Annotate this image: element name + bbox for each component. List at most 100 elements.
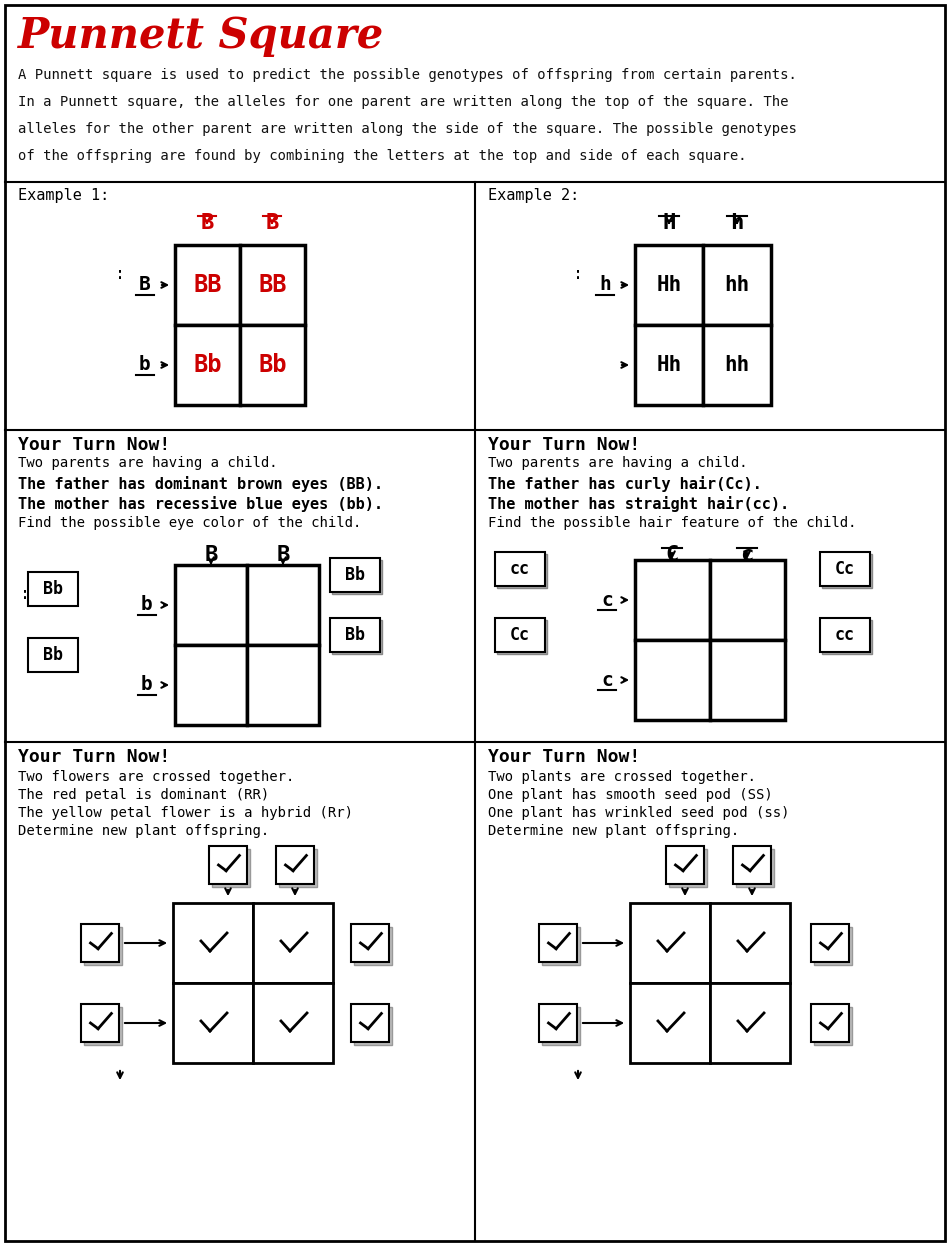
Text: Two parents are having a child.: Two parents are having a child. <box>18 456 277 470</box>
Bar <box>635 325 703 405</box>
Text: Bb: Bb <box>345 566 365 584</box>
Bar <box>822 621 872 654</box>
Text: Hh: Hh <box>656 275 682 295</box>
Bar <box>247 645 319 725</box>
Bar <box>703 245 771 325</box>
Bar <box>173 903 253 983</box>
Text: Your Turn Now!: Your Turn Now! <box>488 748 640 766</box>
Bar <box>820 618 870 652</box>
Text: Determine new plant offspring.: Determine new plant offspring. <box>488 824 739 839</box>
Bar <box>28 638 78 672</box>
Bar <box>703 325 771 405</box>
Bar <box>814 927 852 964</box>
Text: The mother has recessive blue eyes (bb).: The mother has recessive blue eyes (bb). <box>18 496 383 512</box>
Text: The yellow petal flower is a hybrid (Rr): The yellow petal flower is a hybrid (Rr) <box>18 806 353 820</box>
Bar <box>539 1004 577 1042</box>
Text: Your Turn Now!: Your Turn Now! <box>488 436 640 454</box>
Text: One plant has wrinkled seed pod (ss): One plant has wrinkled seed pod (ss) <box>488 806 789 820</box>
Bar <box>710 640 785 720</box>
Bar <box>495 552 545 586</box>
Text: Bb: Bb <box>43 645 63 664</box>
Bar <box>175 564 247 645</box>
Bar <box>84 1007 122 1045</box>
Text: H: H <box>662 213 675 233</box>
Text: :: : <box>20 586 30 603</box>
Text: c: c <box>601 591 613 609</box>
Text: b: b <box>142 596 153 614</box>
Bar <box>212 849 250 887</box>
Text: b: b <box>142 675 153 694</box>
Text: Bb: Bb <box>43 579 63 598</box>
Text: Two flowers are crossed together.: Two flowers are crossed together. <box>18 770 294 784</box>
Bar <box>497 554 547 588</box>
Bar <box>175 245 240 325</box>
Text: Bb: Bb <box>193 353 221 378</box>
Bar <box>733 846 771 883</box>
Text: BB: BB <box>258 273 287 297</box>
Text: b: b <box>139 355 151 375</box>
Bar <box>240 325 305 405</box>
Text: Your Turn Now!: Your Turn Now! <box>18 436 170 454</box>
Bar <box>635 245 703 325</box>
Text: cc: cc <box>835 625 855 644</box>
Bar <box>736 849 774 887</box>
Bar <box>542 1007 580 1045</box>
Text: The father has dominant brown eyes (BB).: The father has dominant brown eyes (BB). <box>18 476 383 492</box>
Text: A Punnett square is used to predict the possible genotypes of offspring from cer: A Punnett square is used to predict the … <box>18 69 797 82</box>
Text: C: C <box>665 545 678 564</box>
Text: B: B <box>265 213 278 233</box>
Bar <box>175 325 240 405</box>
Bar <box>209 846 247 883</box>
Bar <box>253 983 333 1063</box>
Bar <box>539 925 577 962</box>
Text: Your Turn Now!: Your Turn Now! <box>18 748 170 766</box>
Bar <box>332 621 382 654</box>
Bar <box>811 1004 849 1042</box>
Bar <box>330 558 380 592</box>
Text: of the offspring are found by combining the letters at the top and side of each : of the offspring are found by combining … <box>18 150 747 163</box>
Bar <box>253 903 333 983</box>
Bar <box>669 849 707 887</box>
Text: B: B <box>200 213 214 233</box>
Text: c: c <box>601 670 613 689</box>
Bar <box>497 621 547 654</box>
Text: c: c <box>740 545 753 564</box>
Text: Punnett Square: Punnett Square <box>18 15 384 57</box>
Bar <box>276 846 314 883</box>
Bar <box>814 1007 852 1045</box>
Bar <box>84 927 122 964</box>
Text: cc: cc <box>510 559 530 578</box>
Text: In a Punnett square, the alleles for one parent are written along the top of the: In a Punnett square, the alleles for one… <box>18 95 788 108</box>
Text: Hh: Hh <box>656 355 682 375</box>
Text: h: h <box>599 275 611 294</box>
Text: hh: hh <box>724 355 750 375</box>
Bar <box>351 1004 389 1042</box>
Text: One plant has smooth seed pod (SS): One plant has smooth seed pod (SS) <box>488 787 772 802</box>
Bar <box>495 618 545 652</box>
Text: Two plants are crossed together.: Two plants are crossed together. <box>488 770 756 784</box>
Text: alleles for the other parent are written along the side of the square. The possi: alleles for the other parent are written… <box>18 122 797 136</box>
Bar <box>81 925 119 962</box>
Text: Find the possible eye color of the child.: Find the possible eye color of the child… <box>18 516 361 530</box>
Text: Find the possible hair feature of the child.: Find the possible hair feature of the ch… <box>488 516 857 530</box>
Bar <box>820 552 870 586</box>
Bar <box>635 640 710 720</box>
Text: h: h <box>731 213 744 233</box>
Text: :: : <box>115 265 125 283</box>
Bar <box>279 849 317 887</box>
Text: hh: hh <box>724 275 750 295</box>
Bar <box>332 559 382 594</box>
Bar <box>240 245 305 325</box>
Text: Example 1:: Example 1: <box>18 188 109 203</box>
Bar <box>542 927 580 964</box>
Text: :: : <box>573 265 583 283</box>
Bar <box>351 925 389 962</box>
Bar <box>822 554 872 588</box>
Text: Determine new plant offspring.: Determine new plant offspring. <box>18 824 269 839</box>
Text: Cc: Cc <box>835 559 855 578</box>
Bar <box>666 846 704 883</box>
Text: Two parents are having a child.: Two parents are having a child. <box>488 456 748 470</box>
Bar <box>710 983 790 1063</box>
Bar <box>710 903 790 983</box>
Bar <box>354 1007 392 1045</box>
